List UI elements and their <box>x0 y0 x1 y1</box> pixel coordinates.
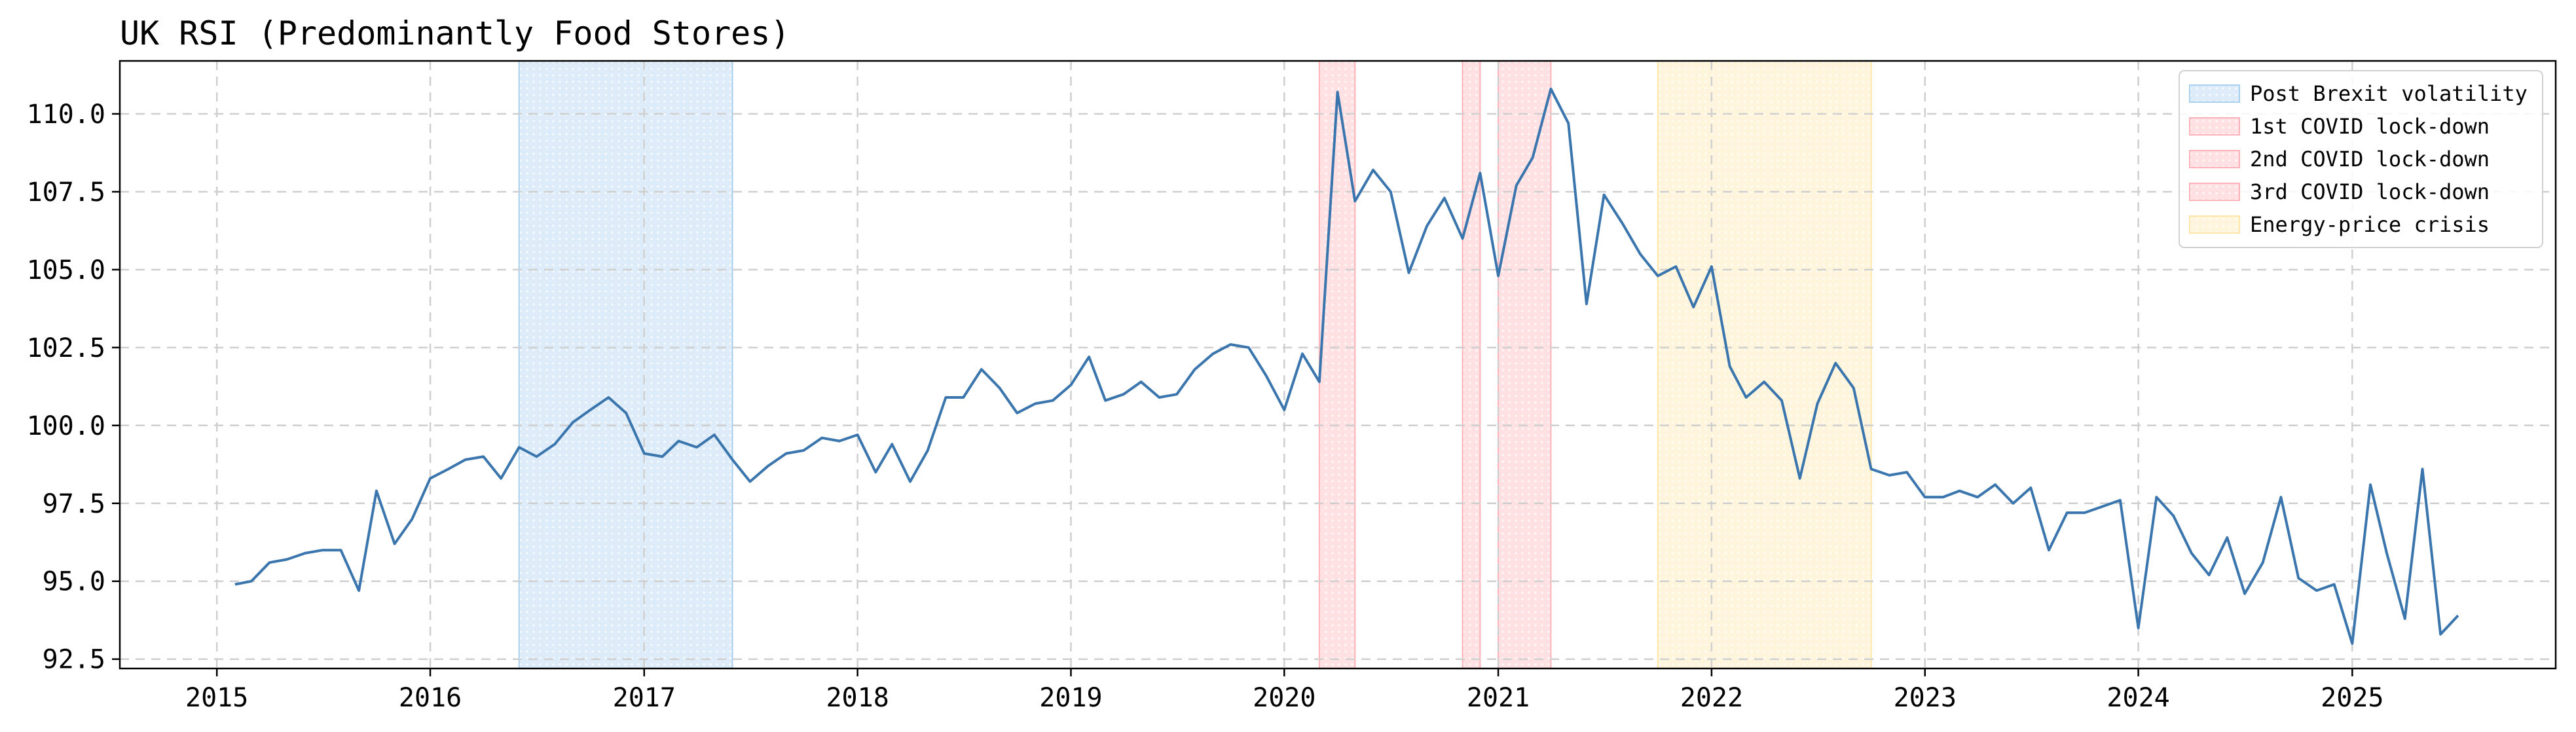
legend-swatch <box>2189 117 2240 136</box>
legend-label: 1st COVID lock-down <box>2250 114 2490 139</box>
shaded-period-5 <box>1657 60 1872 669</box>
x-tick-label: 2022 <box>1680 683 1743 713</box>
shaded-period-1 <box>518 60 733 669</box>
x-tick-label: 2015 <box>185 683 248 713</box>
legend-swatch <box>2189 84 2240 103</box>
axes: 2015 2016 2017 2018 2019 2020 2021 2022 2023 2024… <box>27 60 2557 713</box>
legend-label: 3rd COVID lock-down <box>2250 179 2490 204</box>
legend: Post Brexit volatility 1st COVID lock-dow… <box>2179 70 2543 248</box>
y-tick-label: 107.5 <box>27 177 105 208</box>
x-tick-label: 2016 <box>399 683 462 713</box>
chart-title: UK RSI (Predominantly Food Stores) <box>120 14 790 52</box>
x-tick-label: 2020 <box>1253 683 1316 713</box>
y-tick-label: 110.0 <box>27 100 105 130</box>
x-tick-label: 2021 <box>1467 683 1530 713</box>
legend-box <box>2179 70 2543 248</box>
series <box>234 87 2459 645</box>
x-tick-label: 2019 <box>1039 683 1102 713</box>
x-tick-label: 2025 <box>2321 683 2383 713</box>
shaded-periods <box>518 60 1872 669</box>
y-tick-label: 105.0 <box>27 255 105 285</box>
legend-swatch <box>2189 183 2240 201</box>
y-tick-label: 102.5 <box>27 333 105 363</box>
legend-label: 2nd COVID lock-down <box>2250 147 2490 172</box>
legend-label: Post Brexit volatility <box>2250 81 2528 106</box>
x-tick-label: 2017 <box>613 683 676 713</box>
y-tick-label: 97.5 <box>43 489 105 519</box>
y-tick-label: 100.0 <box>27 411 105 441</box>
shaded-period-2 <box>1318 60 1356 669</box>
series-line <box>234 87 2459 645</box>
x-tick-label: 2024 <box>2107 683 2169 713</box>
legend-label: Energy-price crisis <box>2250 212 2490 237</box>
x-tick-label: 2018 <box>826 683 889 713</box>
y-tick-label: 92.5 <box>43 645 105 675</box>
shaded-period-4 <box>1498 60 1552 669</box>
x-tick-label: 2023 <box>1894 683 1957 713</box>
legend-swatch <box>2189 215 2240 234</box>
shaded-period-3 <box>1462 60 1481 669</box>
y-tick-label: 95.0 <box>43 567 105 597</box>
legend-swatch <box>2189 150 2240 168</box>
plot-frame <box>119 60 2557 670</box>
